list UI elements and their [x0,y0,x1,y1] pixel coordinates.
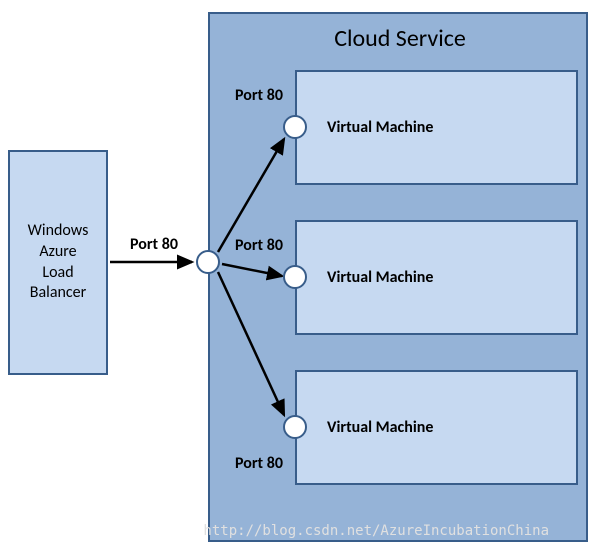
watermark-text: http://blog.csdn.net/AzureIncubationChin… [203,523,549,539]
vm1-port-label: Port 80 [235,86,283,105]
cloud-service-title: Cloud Service [300,24,500,53]
entry-port-label: Port 80 [130,235,178,254]
vm3-port-node [283,415,307,439]
vm2-port-label: Port 80 [235,236,283,255]
vm-label-2: Virtual Machine [297,268,433,287]
vm-label-3: Virtual Machine [297,418,433,437]
vm3-port-label: Port 80 [235,454,283,473]
vm1-port-node [283,115,307,139]
vm-label-1: Virtual Machine [297,118,433,137]
vm-box-1: Virtual Machine [295,70,578,185]
vm-box-3: Virtual Machine [295,370,578,485]
load-balancer-label: Windows Azure Load Balancer [28,221,89,304]
vm2-port-node [283,265,307,289]
load-balancer-box: Windows Azure Load Balancer [8,150,108,375]
vm-box-2: Virtual Machine [295,220,578,335]
entry-port-node [196,250,220,274]
